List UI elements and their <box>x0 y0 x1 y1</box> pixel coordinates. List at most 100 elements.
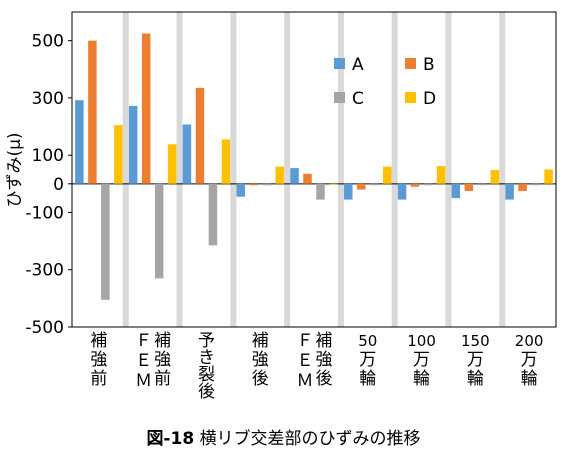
x-category-label: 補強後 <box>252 331 269 389</box>
bar-A-2 <box>128 105 138 184</box>
x-category-label: 補強前 <box>90 331 107 389</box>
bar-B-4 <box>249 183 258 186</box>
legend-swatch <box>334 92 345 103</box>
legend-swatch <box>405 58 416 69</box>
svg-text:強: 強 <box>154 350 171 370</box>
bar-C-2 <box>154 183 164 279</box>
svg-text:輪: 輪 <box>467 369 484 389</box>
svg-text:Ｅ: Ｅ <box>297 351 314 371</box>
svg-text:Ｍ: Ｍ <box>135 371 152 391</box>
y-tick-label: -300 <box>25 261 64 281</box>
legend-swatch <box>405 92 416 103</box>
svg-text:前: 前 <box>154 369 171 389</box>
svg-text:万: 万 <box>467 350 484 370</box>
legend-label: D <box>423 89 436 109</box>
bar-B-1 <box>88 40 97 184</box>
svg-text:強: 強 <box>90 350 107 370</box>
svg-text:裂: 裂 <box>198 365 215 385</box>
bar-A-8 <box>451 183 461 199</box>
svg-text:補: 補 <box>252 331 269 351</box>
plot-frame <box>71 11 557 328</box>
svg-text:補: 補 <box>90 331 107 351</box>
bar-D-3 <box>221 139 231 184</box>
svg-text:後: 後 <box>252 369 269 389</box>
svg-text:Ｍ: Ｍ <box>297 371 314 391</box>
bar-A-7 <box>397 183 407 200</box>
bar-B-8 <box>464 183 474 191</box>
legend-item-B: B <box>405 55 435 75</box>
y-tick-label: 100 <box>32 146 64 166</box>
bar-B-6 <box>357 183 366 190</box>
y-axis: 500 300 100 0 -100 -300 -500 <box>25 32 72 338</box>
svg-text:補: 補 <box>154 331 171 351</box>
category-separator <box>230 12 237 327</box>
category-separator <box>445 12 452 327</box>
bar-C-6 <box>370 183 379 186</box>
svg-text:万: 万 <box>521 350 538 370</box>
svg-text:き: き <box>198 348 215 368</box>
bar-A-1 <box>75 100 84 184</box>
figure-title: 横リブ交差部のひずみの推移 <box>199 429 421 449</box>
svg-text:後: 後 <box>316 369 333 389</box>
svg-text:補: 補 <box>316 331 333 351</box>
bar-A-4 <box>236 183 245 197</box>
y-tick-label: -100 <box>25 203 64 223</box>
bar-A-3 <box>182 124 192 184</box>
svg-text:150: 150 <box>461 332 490 350</box>
bar-D-7 <box>436 166 446 184</box>
legend-swatch <box>334 58 345 69</box>
category-separator <box>391 12 398 327</box>
svg-text:輪: 輪 <box>359 369 376 389</box>
bar-B-7 <box>410 183 420 187</box>
bar-D-4 <box>275 166 284 184</box>
svg-text:Ｆ: Ｆ <box>135 331 152 351</box>
bar-A-5 <box>290 168 299 184</box>
svg-text:輪: 輪 <box>413 369 430 389</box>
svg-text:万: 万 <box>359 350 376 370</box>
svg-text:200: 200 <box>515 332 544 350</box>
svg-text:100: 100 <box>407 332 436 350</box>
category-separators <box>122 12 506 327</box>
bar-C-8 <box>477 183 487 186</box>
bar-B-3 <box>195 87 205 184</box>
bar-D-9 <box>544 169 553 184</box>
bar-B-2 <box>141 33 151 184</box>
bar-D-6 <box>383 166 392 184</box>
bar-B-9 <box>518 183 527 191</box>
bar-C-3 <box>208 183 218 246</box>
legend-item-D: D <box>405 89 436 109</box>
category-separator <box>176 12 183 327</box>
svg-text:Ｆ: Ｆ <box>297 331 314 351</box>
legend-item-C: C <box>334 89 364 109</box>
category-separator <box>284 12 291 327</box>
bar-A-6 <box>344 183 353 200</box>
bar-D-1 <box>114 125 123 184</box>
bar-C-9 <box>531 183 540 186</box>
bar-D-8 <box>490 170 500 184</box>
legend: A B C D <box>334 55 436 109</box>
bar-C-1 <box>101 183 110 300</box>
bar-D-5 <box>329 183 338 185</box>
category-separator <box>337 12 344 327</box>
bars <box>75 33 553 300</box>
svg-text:50: 50 <box>358 332 377 350</box>
x-axis: 補強前ＦＥＭ補強前予き裂後補強後ＦＥＭ補強後50万輪100万輪150万輪200万… <box>90 331 543 402</box>
bar-C-5 <box>316 183 325 200</box>
svg-text:Ｅ: Ｅ <box>135 351 152 371</box>
svg-text:後: 後 <box>198 382 215 402</box>
y-axis-label: ひずみ(μ) <box>5 132 25 207</box>
bar-A-9 <box>505 183 514 200</box>
y-tick-label: 500 <box>32 32 64 52</box>
legend-label: B <box>423 55 435 75</box>
svg-text:万: 万 <box>413 350 430 370</box>
svg-text:予: 予 <box>198 331 215 351</box>
legend-label: C <box>352 89 364 109</box>
category-separator <box>499 12 506 327</box>
